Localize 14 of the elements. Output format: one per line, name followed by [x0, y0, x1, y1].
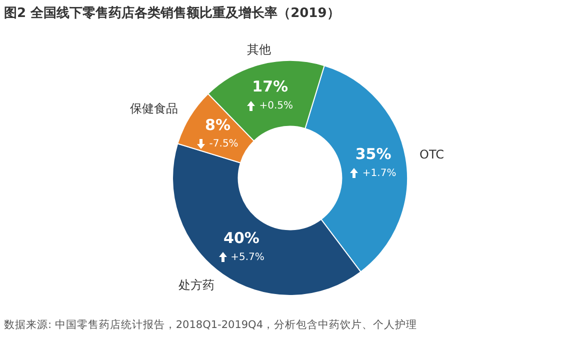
data-label: 35%: [355, 145, 392, 164]
slice-label: 处方药: [178, 278, 215, 292]
data-label: 40%: [224, 229, 260, 248]
text: +5.7%: [230, 252, 264, 263]
data-label: 8%: [205, 116, 231, 134]
slice-label: OTC: [420, 147, 444, 162]
data-label: 17%: [252, 78, 288, 96]
text: +1.7%: [362, 168, 396, 179]
text: +0.5%: [259, 100, 294, 112]
chart-title: 图2 全国线下零售药店各类销售额比重及增长率（2019）: [4, 4, 340, 22]
source-note: 数据来源: 中国零售药店统计报告，2018Q1-2019Q4，分析包含中药饮片、个人护理: [4, 318, 417, 332]
slice-label: 保健食品: [130, 102, 178, 116]
text: -7.5%: [209, 138, 238, 150]
slice-label: 其他: [247, 42, 272, 56]
